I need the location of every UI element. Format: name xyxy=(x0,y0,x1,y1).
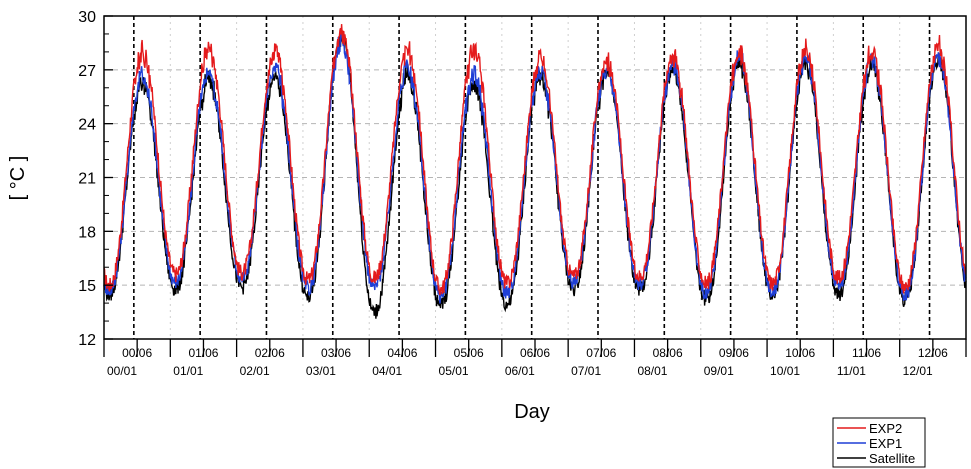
x-tick-label-bottom: 10/01 xyxy=(770,364,800,378)
x-tick-label-bottom: 02/01 xyxy=(240,364,270,378)
x-tick-label-bottom: 00/01 xyxy=(107,364,137,378)
x-tick-label-top: 09/06 xyxy=(719,346,749,360)
x-tick-label-bottom: 11/01 xyxy=(837,364,866,378)
x-tick-label-bottom: 05/01 xyxy=(439,364,469,378)
y-tick-label: 12 xyxy=(78,332,96,349)
x-tick-label-bottom: 09/01 xyxy=(704,364,734,378)
vertical-markers xyxy=(133,16,931,339)
x-tick-label-bottom: 08/01 xyxy=(637,364,667,378)
x-tick-label-top: 05/06 xyxy=(454,346,484,360)
x-tick-label-top: 07/06 xyxy=(586,346,616,360)
x-tick-label-top: 02/06 xyxy=(255,346,285,360)
x-tick-label-top: 12/06 xyxy=(918,346,948,360)
x-tick-label-top: 08/06 xyxy=(653,346,683,360)
x-tick-label-bottom: 04/01 xyxy=(372,364,402,378)
x-axis: 00/06 01/06 02/06 03/06 04/06 05/06 06/06 07/06… xyxy=(103,339,967,378)
x-tick-label-bottom: 12/01 xyxy=(903,364,933,378)
y-axis: 12 15 18 21 24 27 30 xyxy=(78,9,113,349)
y-tick-label: 24 xyxy=(78,117,96,134)
x-tick-label-top: 04/06 xyxy=(387,346,417,360)
x-axis-label: Day xyxy=(514,401,550,423)
x-tick-label-top: 03/06 xyxy=(321,346,351,360)
legend-label: EXP2 xyxy=(869,421,902,436)
x-tick-label-bottom: 01/01 xyxy=(173,364,203,378)
y-tick-label: 15 xyxy=(78,278,96,295)
y-tick-label: 18 xyxy=(78,224,96,241)
legend-label: EXP1 xyxy=(869,436,902,451)
x-tick-label-bottom: 07/01 xyxy=(571,364,601,378)
series-layer xyxy=(103,24,967,319)
y-tick-label: 21 xyxy=(78,171,96,188)
x-tick-label-top: 01/06 xyxy=(188,346,218,360)
series-line-exp2 xyxy=(103,24,967,296)
x-tick-label-bottom: 06/01 xyxy=(505,364,535,378)
y-tick-label: 27 xyxy=(78,63,96,80)
x-tick-label-bottom: 03/01 xyxy=(306,364,336,378)
x-tick-label-top: 06/06 xyxy=(520,346,550,360)
x-tick-label-top: 10/06 xyxy=(785,346,815,360)
legend-label: Satellite xyxy=(869,451,915,466)
y-axis-label: [ °C ] xyxy=(7,156,29,201)
y-tick-label: 30 xyxy=(78,9,96,26)
x-tick-label-top: 00/06 xyxy=(122,346,152,360)
x-tick-label-top: 11/06 xyxy=(852,346,881,360)
